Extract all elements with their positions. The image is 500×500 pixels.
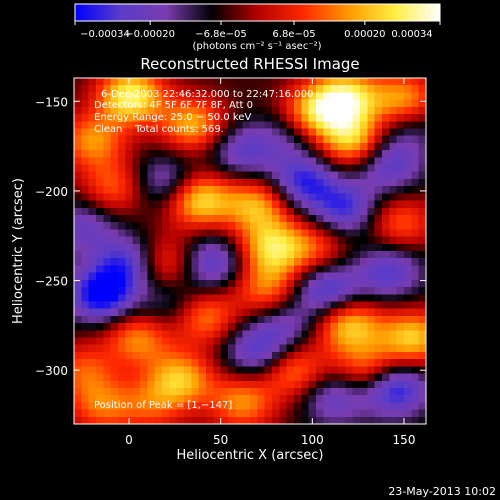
colorbar-tick-label: −6.8e−05 [195, 29, 247, 40]
annotation-peak-position: Position of Peak = [1,−147] [94, 400, 232, 411]
colorbar-unit-label: (photons cm⁻² s⁻¹ asec⁻²) [192, 41, 321, 52]
annotation-detectors: Detectors: 4F 5F 6F 7F 8F, Att 0 [94, 100, 253, 111]
y-axis-label: Heliocentric Y (arcsec) [11, 178, 26, 324]
annotation-energy-range: Energy Range: 25.0 − 50.0 keV [94, 112, 251, 123]
y-axis-ticks: −150 −200 −250 −300 [35, 95, 426, 378]
y-tick-label: −200 [35, 185, 68, 199]
colorbar-tick-label: 0.00020 [344, 29, 385, 40]
x-axis-label: Heliocentric X (arcsec) [177, 448, 324, 463]
x-axis-ticks: 0 50 100 150 [125, 78, 415, 447]
annotations: 6-Dec-2003 22:46:32.000 to 22:47:16.000 … [94, 89, 313, 411]
annotation-time-range: 6-Dec-2003 22:46:32.000 to 22:47:16.000 [101, 89, 313, 100]
colorbar-tick-label: −0.00034 [80, 29, 130, 40]
colorbar: −0.00034−0.00020 −6.8e−05 6.8e−05 0.00020 0.… [74, 3, 441, 52]
x-tick-label: 50 [213, 433, 228, 447]
y-tick-label: −250 [35, 275, 68, 289]
colorbar-ticks: −0.00034−0.00020 −6.8e−05 6.8e−05 0.00020 0.… [74, 21, 441, 40]
colorbar-tick-label: 6.8e−05 [272, 29, 315, 40]
chart-title: Reconstructed RHESSI Image [140, 55, 359, 73]
annotation-clean-counts: Clean Total counts: 569. [94, 124, 224, 135]
plot-frame [73, 77, 427, 425]
heatmap-raster [74, 78, 426, 424]
x-tick-label: 0 [125, 433, 133, 447]
y-tick-label: −300 [35, 364, 68, 378]
colorbar-tick-label: 0.00034 [391, 29, 432, 40]
colorbar-gradient [74, 3, 441, 22]
y-tick-label: −150 [35, 95, 68, 109]
x-tick-label: 100 [301, 433, 324, 447]
colorbar-tick-label: −0.00020 [125, 29, 175, 40]
heatmap-image [74, 78, 426, 424]
footer-timestamp: 23-May-2013 10:02 [388, 485, 496, 498]
plot-axes: 0 50 100 150 −150 −200 −250 −300 Heliocentric … [11, 77, 427, 463]
x-tick-label: 150 [393, 433, 416, 447]
